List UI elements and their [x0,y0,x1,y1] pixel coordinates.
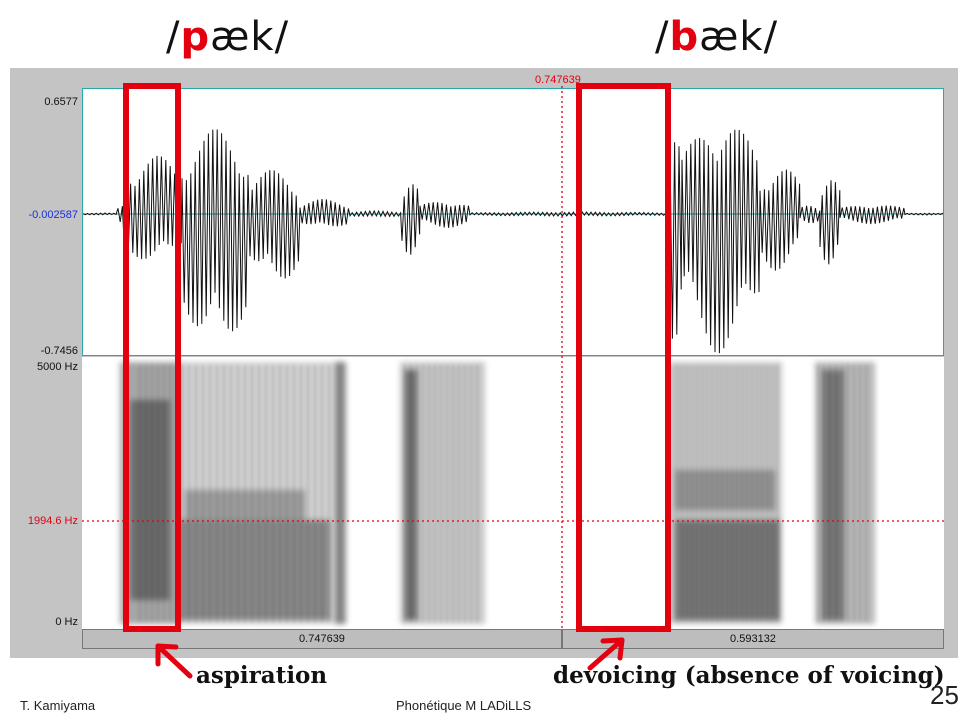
spectrogram-top-label: 5000 Hz [37,361,78,373]
highlighted-consonant-p: p [180,14,211,60]
cursor-time-readout: 0.747639 [535,74,581,86]
page-number: 25 [930,680,959,710]
footer-author: T. Kamiyama [20,698,96,713]
title-pak: /pæk/ [166,14,290,60]
title-bak: /bæk/ [655,14,779,60]
highlighted-consonant-b: b [669,14,700,60]
duration-bar-right[interactable]: 0.593132 [562,629,944,649]
footer-course: Phonétique M LADiLLS [396,698,532,713]
waveform-min-label: -0.7456 [40,345,78,357]
aspiration-label: aspiration [196,662,328,689]
waveform-trace [83,129,943,354]
spectrogram-cursor-label: 1994.6 Hz [27,515,78,527]
aspiration-arrow [155,643,193,679]
waveform-zero-label: -0.002587 [28,209,78,221]
devoicing-highlight-box [576,83,671,632]
aspiration-highlight-box [123,83,181,632]
spectrogram-bottom-label: 0 Hz [55,616,78,628]
waveform-max-label: 0.6577 [44,96,78,108]
spectrogram-image [120,362,875,624]
devoicing-arrow [587,637,625,671]
devoicing-label: devoicing (absence of voicing) [553,662,945,689]
waveform-panel[interactable] [82,88,944,356]
duration-bar-left[interactable]: 0.747639 [82,629,562,649]
